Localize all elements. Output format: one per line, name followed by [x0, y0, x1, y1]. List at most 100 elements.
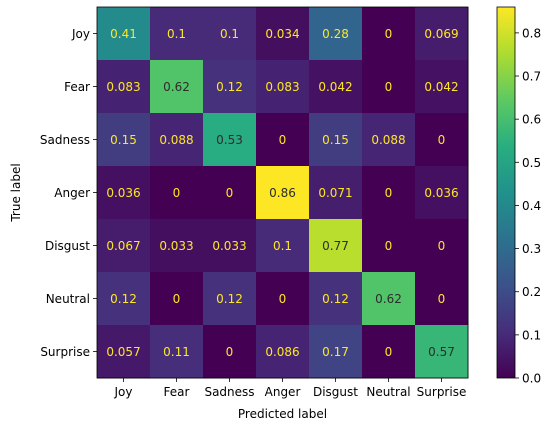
x-tick-label: Sadness — [204, 385, 254, 399]
cell-value-label: 0.083 — [106, 80, 140, 94]
heatmap-cell — [415, 272, 469, 326]
cell-value-label: 0 — [385, 27, 393, 41]
heatmap-cell — [97, 272, 151, 326]
heatmap-cell — [150, 7, 204, 61]
heatmap-cell — [150, 113, 204, 167]
y-tick-label: Surprise — [40, 345, 90, 359]
heatmap-cell — [150, 166, 204, 220]
y-tick-label: Fear — [64, 80, 90, 94]
cell-value-label: 0.086 — [265, 345, 299, 359]
heatmap-cell — [97, 113, 151, 167]
cell-value-label: 0.071 — [318, 186, 352, 200]
heatmap-cell — [362, 219, 416, 273]
heatmap-cell — [256, 219, 310, 273]
heatmap-cell — [415, 219, 469, 273]
x-tick-label: Surprise — [417, 385, 467, 399]
heatmap-cell — [362, 113, 416, 167]
y-tick-label: Disgust — [45, 239, 90, 253]
heatmap-cell — [203, 113, 257, 167]
heatmap-cell — [415, 325, 469, 379]
cell-value-label: 0.15 — [322, 133, 349, 147]
cell-value-label: 0.042 — [318, 80, 352, 94]
heatmap-cell — [97, 325, 151, 379]
colorbar-tick-label: 0.4 — [522, 199, 541, 213]
heatmap-cell — [256, 60, 310, 114]
heatmap-cell — [150, 219, 204, 273]
cell-value-label: 0.12 — [216, 292, 243, 306]
cell-value-label: 0.1 — [273, 239, 292, 253]
heatmap-cell — [309, 219, 363, 273]
x-tick-label: Fear — [164, 385, 190, 399]
cell-value-label: 0.17 — [322, 345, 349, 359]
cell-value-label: 0.62 — [375, 292, 402, 306]
y-tick-label: Sadness — [40, 133, 90, 147]
colorbar-tick-label: 0.7 — [522, 70, 541, 84]
heatmap-cell — [309, 272, 363, 326]
cell-value-label: 0.042 — [424, 80, 458, 94]
y-axis-ticks: Joy Fear Sadness Anger Disgust Neutral Surpris… — [40, 27, 97, 359]
y-axis-label: True label — [9, 163, 23, 222]
cell-value-label: 0.41 — [110, 27, 137, 41]
cell-value-label: 0.033 — [212, 239, 246, 253]
y-tick-label: Neutral — [46, 292, 90, 306]
cell-value-label: 0.036 — [424, 186, 458, 200]
heatmap-cell — [256, 7, 310, 61]
heatmap-cell — [97, 60, 151, 114]
heatmap-cell — [362, 272, 416, 326]
cell-value-label: 0.088 — [159, 133, 193, 147]
cell-value-label: 0.034 — [265, 27, 299, 41]
heatmap-cell — [150, 60, 204, 114]
heatmap-cell — [203, 325, 257, 379]
cell-value-label: 0.1 — [220, 27, 239, 41]
cell-value-label: 0.057 — [106, 345, 140, 359]
heatmap-cell — [415, 166, 469, 220]
heatmap-cell — [309, 325, 363, 379]
heatmap-cell — [362, 325, 416, 379]
cell-value-label: 0.57 — [428, 345, 455, 359]
heatmap-cell — [362, 166, 416, 220]
x-tick-label: Joy — [114, 385, 133, 399]
cell-value-label: 0.12 — [110, 292, 137, 306]
cell-value-label: 0 — [438, 239, 446, 253]
cell-value-label: 0 — [438, 292, 446, 306]
heatmap-cell — [362, 60, 416, 114]
y-tick-label: Anger — [54, 186, 90, 200]
heatmap-cell — [415, 7, 469, 61]
cell-value-label: 0 — [385, 239, 393, 253]
x-tick-label: Neutral — [366, 385, 410, 399]
colorbar-ticks: 0.0 0.1 0.2 0.3 0.4 0.5 0.6 0.7 0.8 — [515, 26, 541, 386]
cell-value-label: 0.1 — [167, 27, 186, 41]
cell-value-label: 0.067 — [106, 239, 140, 253]
cell-value-label: 0.86 — [269, 186, 296, 200]
heatmap-cell — [256, 166, 310, 220]
cell-value-label: 0 — [279, 133, 287, 147]
heatmap-cell — [309, 166, 363, 220]
cell-value-label: 0.53 — [216, 133, 243, 147]
heatmap-cell-labels: 0.41 0.1 0.1 0.034 0.28 0 0.069 0.083 0.62 0.12 0.… — [106, 27, 458, 359]
heatmap-cell — [415, 113, 469, 167]
cell-value-label: 0.088 — [371, 133, 405, 147]
cell-value-label: 0 — [438, 133, 446, 147]
cell-value-label: 0 — [385, 345, 393, 359]
colorbar-tick-label: 0.2 — [522, 285, 541, 299]
heatmap-cell — [309, 60, 363, 114]
colorbar-tick-label: 0.1 — [522, 328, 541, 342]
heatmap-cell — [415, 60, 469, 114]
cell-value-label: 0 — [385, 186, 393, 200]
heatmap-cell — [97, 219, 151, 273]
cell-value-label: 0 — [279, 292, 287, 306]
heatmap-cell — [203, 219, 257, 273]
cell-value-label: 0 — [385, 80, 393, 94]
heatmap-cell — [150, 325, 204, 379]
heatmap-cell — [203, 166, 257, 220]
colorbar-tick-label: 0.6 — [522, 113, 541, 127]
heatmap-cell — [362, 7, 416, 61]
heatmap-cell — [150, 272, 204, 326]
heatmap-cell — [203, 60, 257, 114]
cell-value-label: 0.62 — [163, 80, 190, 94]
cell-value-label: 0 — [226, 345, 234, 359]
heatmap-cells — [97, 7, 469, 379]
cell-value-label: 0.033 — [159, 239, 193, 253]
colorbar-tick-label: 0.0 — [522, 372, 541, 386]
